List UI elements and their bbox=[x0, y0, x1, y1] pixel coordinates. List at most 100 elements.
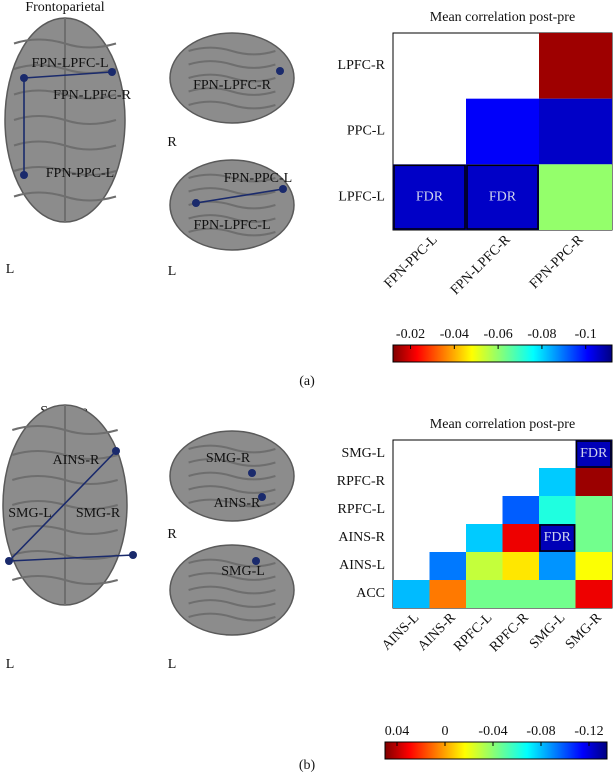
heatmap-cell bbox=[502, 552, 539, 580]
node bbox=[192, 199, 200, 207]
brain-fold bbox=[188, 485, 276, 494]
heatmap-cell bbox=[575, 580, 612, 608]
heatmap-cell bbox=[466, 524, 503, 552]
fdr-label: FDR bbox=[580, 446, 608, 461]
heatmap-cell bbox=[575, 440, 612, 468]
heatmap-cell bbox=[539, 496, 576, 524]
node bbox=[248, 469, 256, 477]
heatmap-title: Mean correlation post-pre bbox=[430, 417, 575, 432]
row-label: LPFC-L bbox=[338, 189, 385, 204]
heatmap-cell bbox=[575, 524, 612, 552]
heatmap-cell bbox=[539, 98, 612, 165]
network-title: Frontoparietal bbox=[25, 0, 104, 15]
fdr-box bbox=[575, 440, 612, 468]
node-label: FPN-PPC-L bbox=[224, 171, 292, 186]
node bbox=[258, 493, 266, 501]
colorbar-tick-label: -0.02 bbox=[396, 327, 425, 342]
brain-fold bbox=[11, 525, 118, 535]
brain-fold bbox=[188, 73, 276, 83]
node-label: FPN-LPFC-L bbox=[31, 56, 108, 71]
heatmap-cell bbox=[466, 552, 503, 580]
row-label: LPFC-R bbox=[338, 58, 386, 73]
heatmap-cell bbox=[466, 98, 539, 165]
brain-fold bbox=[188, 214, 276, 223]
row-label: SMG-L bbox=[341, 446, 385, 461]
heatmap-cell bbox=[539, 580, 576, 608]
node-label: FPN-LPFC-R bbox=[193, 78, 271, 93]
colorbar-tick-label: -0.04 bbox=[478, 724, 507, 739]
node bbox=[20, 74, 28, 82]
heatmap-cell bbox=[539, 552, 576, 580]
brain-fold bbox=[13, 166, 117, 176]
column-label: AINS-R bbox=[415, 610, 459, 654]
brain-fold bbox=[188, 471, 276, 481]
brain-fold bbox=[11, 450, 118, 460]
node bbox=[108, 68, 116, 76]
heatmap-cell bbox=[539, 164, 612, 230]
heatmap-cell bbox=[502, 580, 539, 608]
row-label: ACC bbox=[356, 586, 385, 601]
brain-fold bbox=[188, 187, 276, 196]
brain-fold bbox=[13, 191, 117, 202]
brain-fold bbox=[11, 425, 118, 435]
column-label: RPFC-R bbox=[487, 610, 532, 655]
colorbar-tick-label: -0.1 bbox=[575, 327, 597, 342]
brain-fold bbox=[13, 115, 117, 125]
colorbar-tick-label: 0 bbox=[442, 724, 449, 739]
row-label: PPC-L bbox=[347, 124, 385, 139]
node-label: AINS-R bbox=[214, 496, 261, 511]
fdr-box bbox=[466, 164, 539, 230]
edge bbox=[8, 554, 134, 562]
column-label: RPFC-L bbox=[451, 610, 495, 654]
colorbar-tick-label: -0.08 bbox=[526, 724, 555, 739]
row-label: AINS-L bbox=[339, 558, 385, 573]
fdr-box bbox=[539, 524, 576, 552]
brain-fold bbox=[188, 444, 276, 454]
brain-fold bbox=[188, 572, 276, 581]
orientation-label: L bbox=[168, 264, 177, 279]
edge bbox=[8, 450, 117, 562]
row-label: RPFC-L bbox=[338, 502, 385, 517]
brain-fold bbox=[188, 173, 276, 183]
heatmap-cell bbox=[502, 496, 539, 524]
heatmap-cell bbox=[539, 468, 576, 496]
node-label: SMG-L bbox=[221, 564, 265, 579]
node-label: SMG-R bbox=[206, 451, 251, 466]
brain-fold bbox=[188, 46, 276, 56]
heatmap-title: Mean correlation post-pre bbox=[430, 10, 575, 25]
node bbox=[279, 185, 287, 193]
heatmap-cell bbox=[502, 524, 539, 552]
row-label: AINS-R bbox=[338, 530, 385, 545]
edge bbox=[195, 188, 284, 204]
colorbar-tick-label: -0.08 bbox=[527, 327, 556, 342]
colorbar-tick-label: -0.04 bbox=[440, 327, 469, 342]
brain-fold bbox=[188, 612, 276, 622]
colorbar bbox=[392, 344, 613, 363]
fdr-label: FDR bbox=[544, 530, 572, 545]
fdr-label: FDR bbox=[416, 189, 444, 204]
brain-fold bbox=[188, 87, 276, 96]
column-label: FPN-PPC-R bbox=[527, 232, 587, 292]
column-label: SMG-L bbox=[527, 610, 568, 651]
heatmap-cell bbox=[575, 552, 612, 580]
node bbox=[129, 551, 137, 559]
orientation-label: R bbox=[167, 135, 177, 150]
heatmap-cell bbox=[429, 552, 466, 580]
node bbox=[112, 447, 120, 455]
node bbox=[276, 67, 284, 75]
colorbar-tick-label: 0.04 bbox=[385, 724, 410, 739]
column-label: SMG-R bbox=[563, 610, 605, 652]
heatmap-cell bbox=[466, 580, 503, 608]
brain-fold bbox=[13, 140, 117, 151]
orientation-label: L bbox=[168, 657, 177, 672]
edge bbox=[23, 71, 113, 79]
brain-fold bbox=[188, 60, 276, 69]
node-label: SMG-R bbox=[76, 506, 121, 521]
node bbox=[5, 557, 13, 565]
column-label: AINS-L bbox=[379, 610, 422, 653]
heatmap-cell bbox=[393, 164, 466, 230]
heatmap-cell bbox=[539, 524, 576, 552]
heatmap-cell bbox=[393, 580, 430, 608]
orientation-label: L bbox=[6, 657, 15, 672]
